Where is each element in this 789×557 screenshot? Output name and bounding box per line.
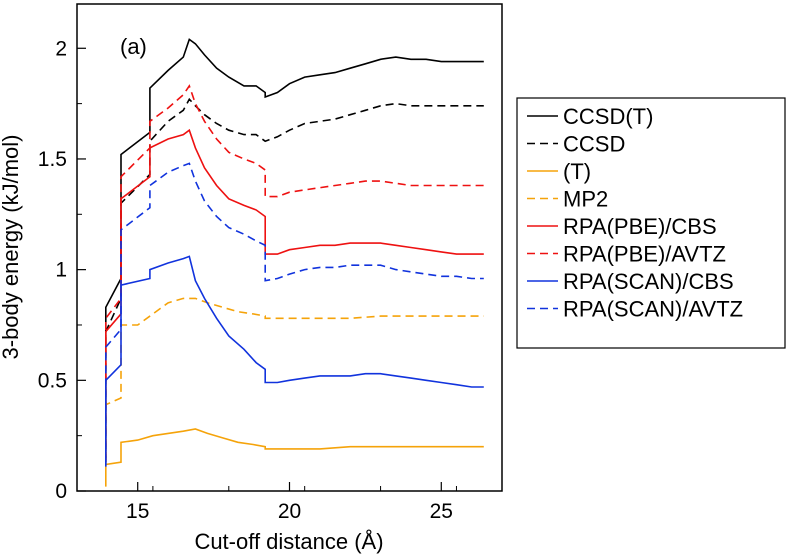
panel-label: (a) <box>120 34 147 59</box>
series-line-t <box>105 428 484 487</box>
series-layer <box>105 38 484 487</box>
x-axis-ticks: 15 20 25 <box>76 482 457 523</box>
y-tick-label: 1 <box>55 259 67 282</box>
y-tick-label: 1.5 <box>38 148 67 171</box>
legend-label: CCSD <box>563 132 625 157</box>
y-tick-label: 0 <box>55 480 67 503</box>
series-line-rpa-scan-cbs <box>105 255 484 467</box>
series-line-ccsd-t <box>105 38 484 458</box>
y-axis-ticks: 0 0.5 1 1.5 2 <box>38 37 86 503</box>
legend-label: RPA(SCAN)/AVTZ <box>563 297 743 322</box>
series-line-rpa-pbe-cbs <box>105 128 484 463</box>
x-tick-label: 25 <box>430 500 453 523</box>
x-axis-title: Cut-off distance (Å) <box>194 529 383 554</box>
y-tick-label: 0.5 <box>38 369 67 392</box>
plot-frame <box>76 3 503 492</box>
legend-label: MP2 <box>563 187 608 212</box>
legend-label: RPA(PBE)/AVTZ <box>563 242 726 267</box>
x-tick-label: 15 <box>126 500 149 523</box>
legend-label: (T) <box>563 159 591 184</box>
legend-label: RPA(PBE)/CBS <box>563 214 717 239</box>
series-line-rpa-scan-avtz <box>105 162 484 465</box>
y-tick-label: 2 <box>55 37 67 60</box>
y-axis-title: 3-body energy (kJ/mol) <box>0 135 23 360</box>
legend-box <box>516 97 786 349</box>
legend-label: RPA(SCAN)/CBS <box>563 269 734 294</box>
series-line-ccsd <box>105 97 484 463</box>
x-tick-label: 20 <box>278 500 301 523</box>
legend-label: CCSD(T) <box>563 104 653 129</box>
series-line-mp2 <box>105 297 484 460</box>
